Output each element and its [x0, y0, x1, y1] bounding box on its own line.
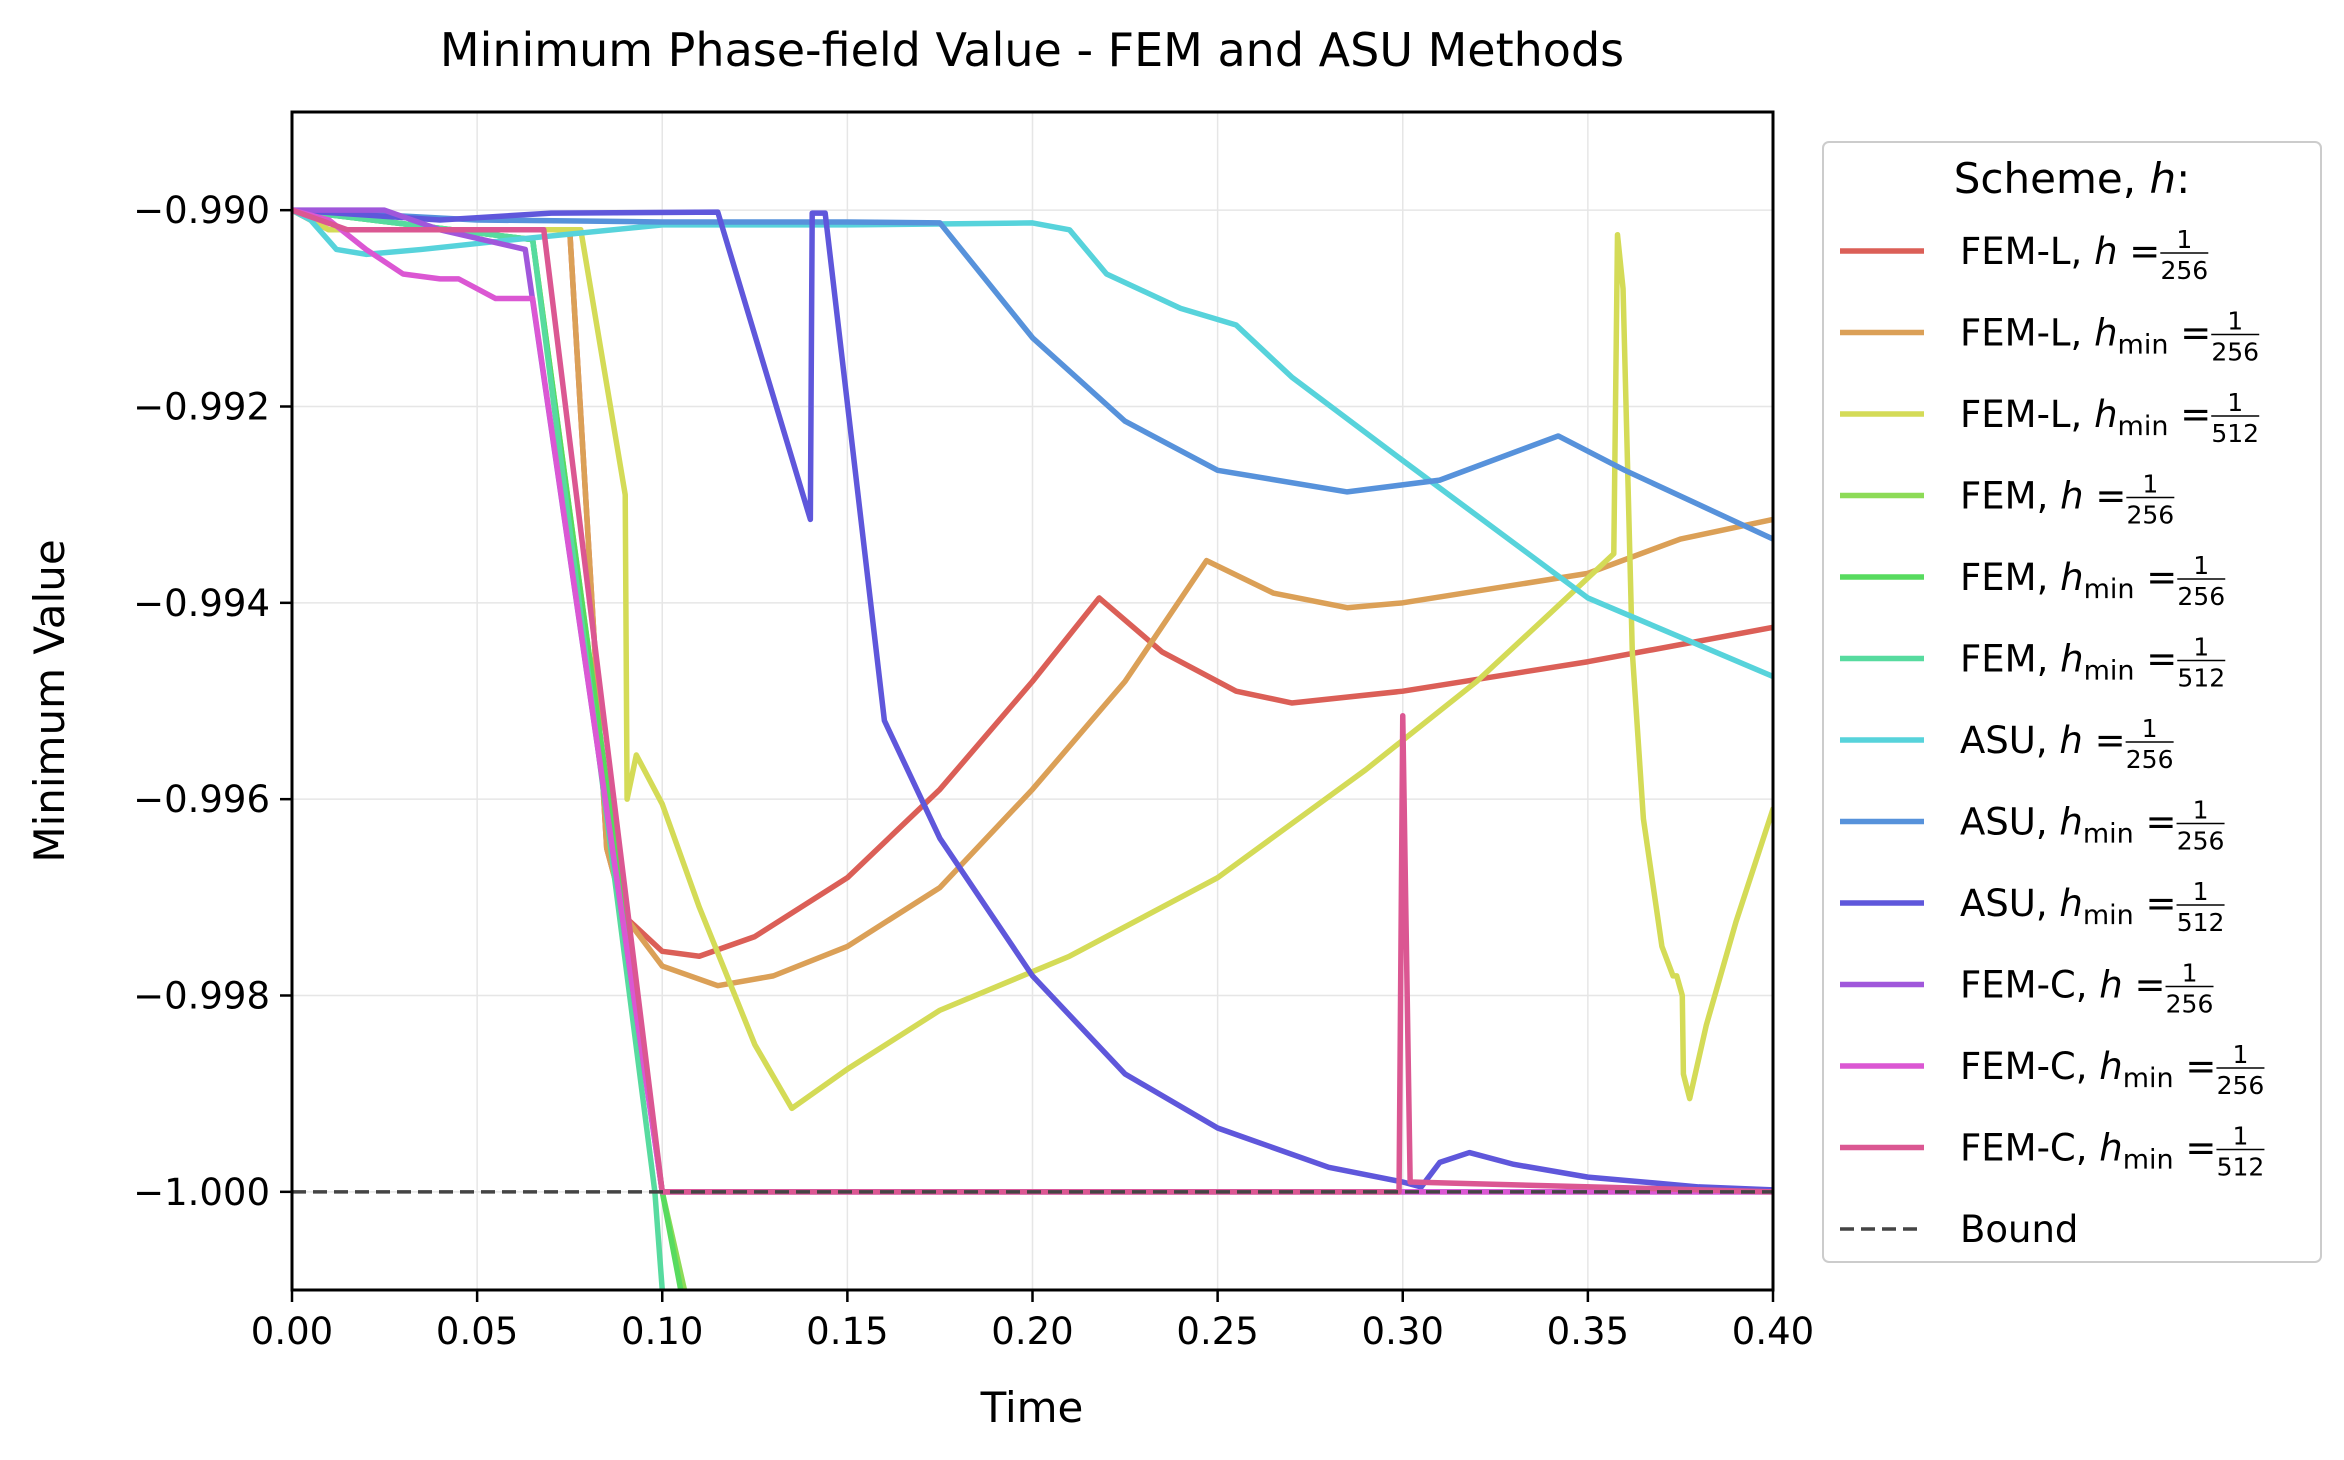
legend-fraction-denominator: 256: [2177, 582, 2225, 611]
legend-label: FEM-L, h =: [1960, 230, 2160, 273]
y-tick-label: −0.992: [133, 386, 270, 429]
series-line-8: [292, 207, 1773, 542]
x-axis: 0.00 0.05 0.10 0.15 0.20 0.25 0.30 0.35 0.40: [251, 1290, 1814, 1353]
legend-label: FEM-L, hmin =: [1960, 312, 2211, 361]
y-tick-label: −0.994: [133, 582, 270, 625]
legend-fraction-numerator: 1: [2142, 470, 2158, 499]
legend-label: FEM, hmin =: [1960, 556, 2177, 605]
legend-label: FEM-C, hmin =: [1960, 1045, 2216, 1094]
legend-label: FEM, h =: [1960, 475, 2126, 518]
legend-label: ASU, h =: [1960, 719, 2126, 762]
series-line-2: [292, 207, 1773, 989]
legend-fraction-denominator: 256: [2166, 990, 2214, 1019]
legend-fraction-denominator: 512: [2211, 419, 2259, 448]
legend-fraction-numerator: 1: [2227, 388, 2243, 417]
series-line-11: [292, 207, 1773, 1195]
legend-fraction-numerator: 1: [2176, 225, 2192, 254]
y-tick-label: −0.996: [133, 778, 270, 821]
legend-entry-bound: Bound: [1840, 1208, 2078, 1251]
x-tick-label: 0.35: [1547, 1310, 1629, 1353]
y-axis-label: Minimum Value: [25, 539, 74, 862]
legend-fraction-denominator: 256: [2126, 501, 2174, 530]
legend-fraction-numerator: 1: [2227, 307, 2243, 336]
x-tick-label: 0.20: [991, 1310, 1073, 1353]
legend-fraction-denominator: 256: [2126, 745, 2174, 774]
legend-fraction-numerator: 1: [2232, 1040, 2248, 1069]
legend-fraction-numerator: 1: [2182, 959, 2198, 988]
legend-fraction-denominator: 256: [2177, 827, 2225, 856]
legend-fraction-numerator: 1: [2193, 551, 2209, 580]
chart-title: Minimum Phase-field Value - FEM and ASU …: [440, 23, 1624, 77]
legend-fraction-numerator: 1: [2193, 877, 2209, 906]
legend-fraction-denominator: 256: [2211, 338, 2259, 367]
x-tick-label: 0.30: [1362, 1310, 1444, 1353]
series-line-9: [292, 207, 1773, 1193]
legend-fraction-denominator: 256: [2160, 256, 2208, 285]
legend-label: ASU, hmin =: [1960, 882, 2177, 931]
series-line-3: [292, 207, 1773, 1112]
legend-label: FEM-C, hmin =: [1960, 1127, 2216, 1176]
y-tick-label: −0.998: [133, 975, 270, 1018]
legend-title: Scheme, h:: [1954, 154, 2190, 203]
legend-label: Bound: [1960, 1208, 2078, 1251]
x-tick-label: 0.05: [436, 1310, 518, 1353]
legend-label: FEM-C, h =: [1960, 964, 2166, 1007]
series-line-7: [292, 207, 1773, 680]
y-tick-label: −1.000: [133, 1171, 270, 1214]
legend-frame: [1822, 141, 2322, 1263]
legend-label: FEM, hmin =: [1960, 638, 2177, 687]
y-axis: −0.990 −0.992 −0.994 −0.996 −0.998 −1.000: [133, 189, 292, 1214]
legend-fraction-denominator: 256: [2217, 1071, 2265, 1100]
x-axis-label: Time: [980, 1383, 1084, 1432]
legend-fraction-numerator: 1: [2142, 714, 2158, 743]
y-tick-label: −0.990: [133, 189, 270, 232]
legend-label: FEM-L, hmin =: [1960, 393, 2211, 442]
legend-fraction-denominator: 512: [2177, 908, 2225, 937]
x-tick-label: 0.10: [621, 1310, 703, 1353]
x-tick-label: 0.15: [806, 1310, 888, 1353]
legend-label: ASU, hmin =: [1960, 801, 2177, 850]
legend-fraction-numerator: 1: [2193, 796, 2209, 825]
x-tick-label: 0.25: [1176, 1310, 1258, 1353]
legend-fraction-numerator: 1: [2193, 633, 2209, 662]
legend-fraction-denominator: 512: [2217, 1153, 2265, 1182]
legend-fraction-numerator: 1: [2232, 1122, 2248, 1151]
legend-fraction-denominator: 512: [2177, 664, 2225, 693]
x-tick-label: 0.00: [251, 1310, 333, 1353]
x-tick-label: 0.40: [1732, 1310, 1814, 1353]
